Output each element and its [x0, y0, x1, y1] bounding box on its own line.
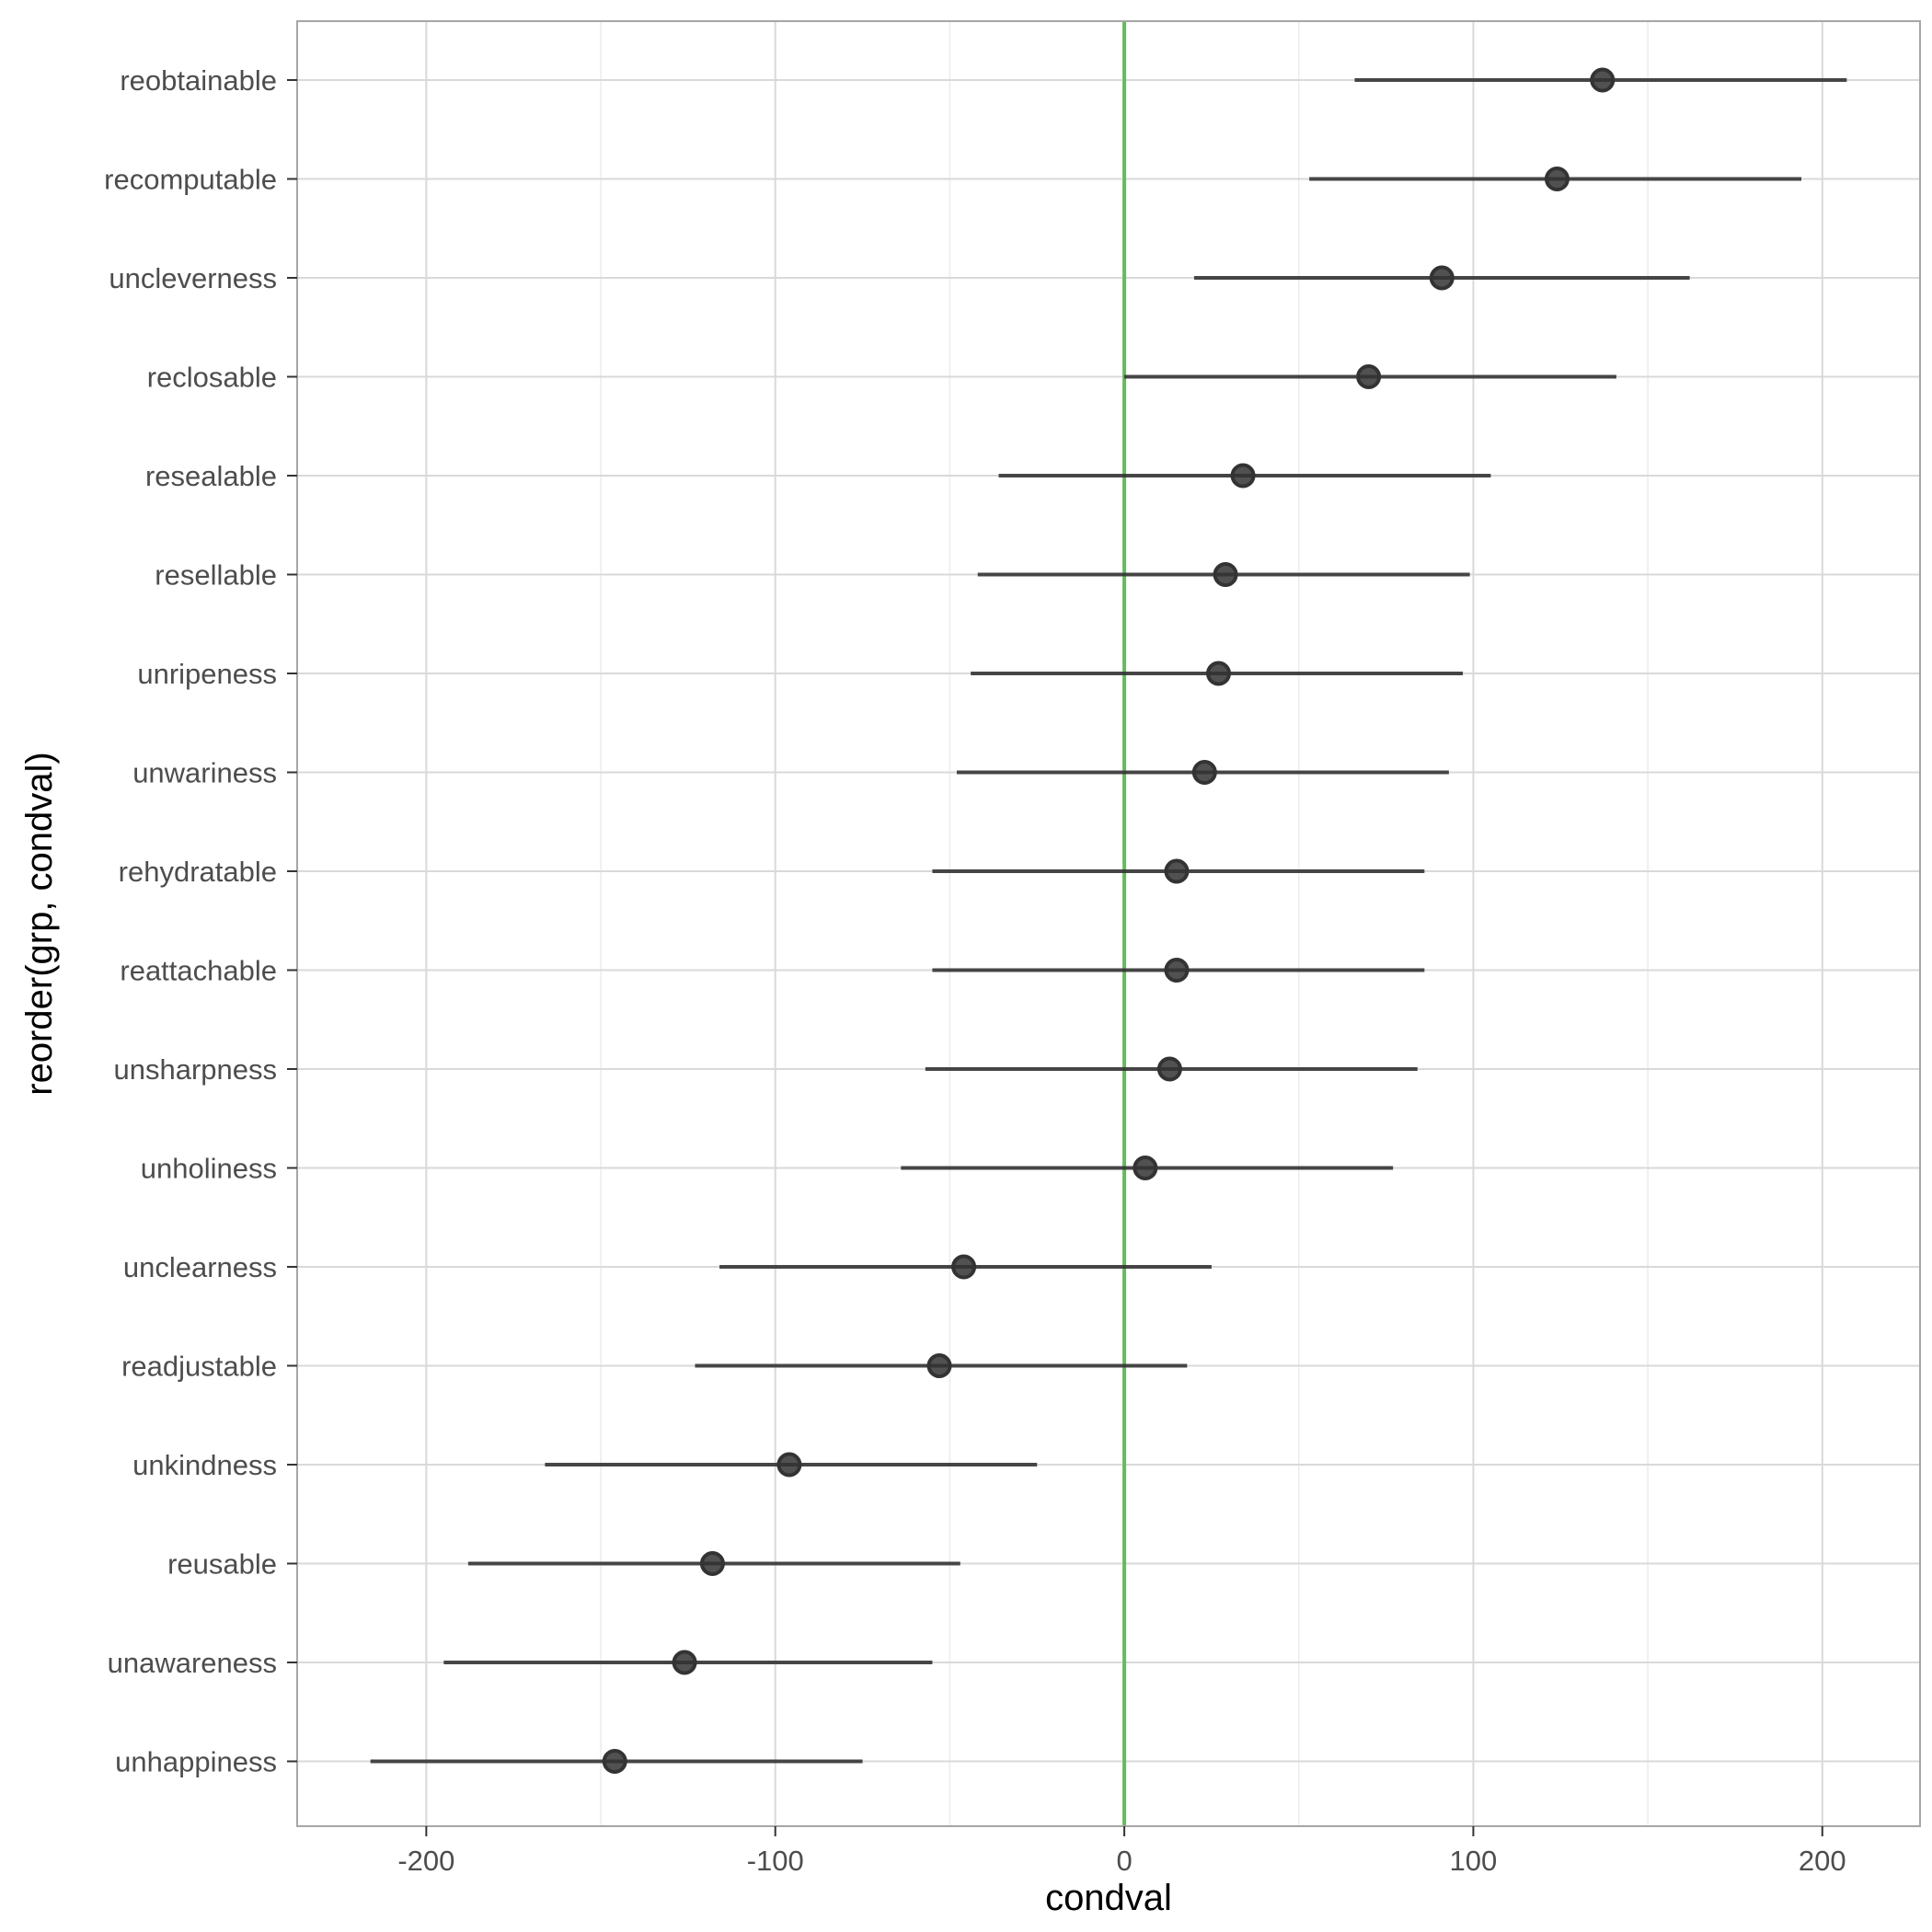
y-tick-label: reattachable — [120, 955, 277, 987]
data-point — [1213, 562, 1238, 587]
data-point — [699, 1551, 725, 1576]
data-point — [1164, 958, 1190, 983]
data-point — [926, 1353, 952, 1378]
data-point — [1164, 858, 1190, 884]
y-tick-label: unclearness — [123, 1251, 277, 1283]
data-point — [1133, 1156, 1158, 1180]
y-tick-label: unholiness — [141, 1153, 277, 1185]
data-point — [1205, 661, 1231, 686]
panel-border — [296, 20, 1921, 1827]
data-point — [1429, 265, 1455, 291]
data-point — [672, 1650, 697, 1675]
x-tick-label: 200 — [1799, 1845, 1846, 1877]
y-tick-label: unripeness — [137, 658, 277, 690]
y-tick-label: recomputable — [104, 164, 277, 196]
y-tick-label: resellable — [155, 559, 277, 592]
y-axis-title: reorder(grp, condval) — [19, 752, 60, 1096]
x-tick-label: -100 — [747, 1845, 804, 1877]
x-tick-label: 100 — [1450, 1845, 1498, 1877]
y-tick-label: unhappiness — [115, 1746, 277, 1778]
data-point — [1356, 364, 1382, 389]
data-point — [1544, 167, 1570, 191]
y-tick-label: unwariness — [132, 757, 277, 789]
y-axis: reobtainable recomputable uncleverness recl… — [104, 64, 297, 1778]
y-tick-label: readjustable — [121, 1351, 277, 1383]
y-tick-label: unawareness — [108, 1647, 277, 1679]
y-tick-label: resealable — [145, 460, 277, 492]
y-tick-label: reobtainable — [120, 64, 277, 97]
data-point — [1156, 1056, 1182, 1082]
data-point — [776, 1452, 802, 1478]
y-tick-label: reclosable — [147, 362, 277, 394]
data-point — [951, 1254, 977, 1280]
y-tick-label: unsharpness — [113, 1053, 277, 1086]
data-point — [1590, 67, 1616, 93]
x-axis: -200 -100 0 100 200 — [397, 1826, 1846, 1877]
data-point — [602, 1749, 627, 1774]
x-axis-title: condval — [1045, 1878, 1172, 1918]
y-tick-label: reusable — [167, 1548, 277, 1581]
y-tick-label: uncleverness — [109, 262, 277, 294]
x-tick-label: -200 — [397, 1845, 454, 1877]
data-point — [1230, 463, 1256, 489]
x-tick-label: 0 — [1116, 1845, 1132, 1877]
y-tick-label: rehydratable — [119, 856, 277, 888]
y-tick-label: unkindness — [132, 1449, 277, 1481]
data-point — [1191, 760, 1217, 785]
point-layer — [602, 67, 1616, 1774]
